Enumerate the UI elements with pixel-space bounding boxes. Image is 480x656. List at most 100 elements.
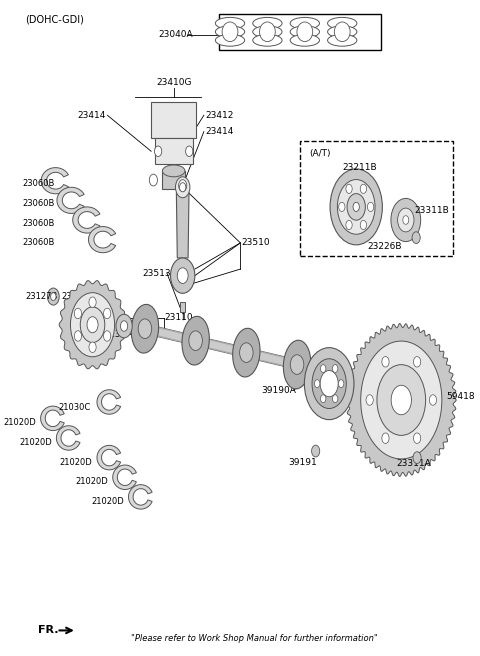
Circle shape xyxy=(320,371,338,397)
Text: 21030C: 21030C xyxy=(58,403,90,413)
Text: 59418: 59418 xyxy=(446,392,475,401)
Ellipse shape xyxy=(335,22,350,41)
Circle shape xyxy=(179,180,187,192)
Text: 21020D: 21020D xyxy=(19,438,52,447)
Text: 21020D: 21020D xyxy=(75,478,108,486)
Circle shape xyxy=(391,385,411,415)
Text: 23040A: 23040A xyxy=(158,30,192,39)
Text: 21020D: 21020D xyxy=(91,497,124,506)
Polygon shape xyxy=(176,192,189,258)
Text: 23412: 23412 xyxy=(205,111,234,120)
Circle shape xyxy=(346,184,352,194)
Circle shape xyxy=(333,365,338,373)
Ellipse shape xyxy=(290,18,320,29)
Circle shape xyxy=(50,293,56,300)
Circle shape xyxy=(412,232,420,243)
Text: 23200B: 23200B xyxy=(388,358,422,367)
Bar xyxy=(300,142,453,256)
Circle shape xyxy=(321,365,326,373)
Circle shape xyxy=(346,220,352,230)
Ellipse shape xyxy=(327,34,357,46)
Ellipse shape xyxy=(297,22,312,41)
Text: 23131: 23131 xyxy=(99,330,126,339)
Circle shape xyxy=(321,395,326,403)
Ellipse shape xyxy=(327,18,357,29)
Text: 39190A: 39190A xyxy=(262,386,297,395)
Circle shape xyxy=(186,146,193,157)
Circle shape xyxy=(360,184,367,194)
Circle shape xyxy=(155,146,162,157)
Circle shape xyxy=(170,258,195,293)
Polygon shape xyxy=(57,426,80,450)
Text: (DOHC-GDI): (DOHC-GDI) xyxy=(25,14,84,24)
Circle shape xyxy=(104,331,111,341)
Text: 23060B: 23060B xyxy=(23,180,55,188)
Text: 23513: 23513 xyxy=(142,268,171,277)
Circle shape xyxy=(80,307,105,342)
Text: 39191: 39191 xyxy=(288,458,317,466)
Polygon shape xyxy=(57,187,84,213)
Circle shape xyxy=(149,174,157,186)
Circle shape xyxy=(330,169,383,245)
Circle shape xyxy=(337,180,375,234)
Text: FR.: FR. xyxy=(38,625,59,636)
Text: 23060B: 23060B xyxy=(23,218,55,228)
Text: 23212: 23212 xyxy=(308,397,336,406)
Polygon shape xyxy=(41,168,69,194)
Ellipse shape xyxy=(253,34,282,46)
Circle shape xyxy=(240,343,253,363)
Bar xyxy=(162,171,185,189)
Text: 23110: 23110 xyxy=(165,313,193,322)
Circle shape xyxy=(138,319,152,338)
Ellipse shape xyxy=(290,26,320,37)
Circle shape xyxy=(177,268,188,283)
Circle shape xyxy=(338,380,344,388)
Circle shape xyxy=(74,331,82,341)
Circle shape xyxy=(339,202,345,211)
Polygon shape xyxy=(41,406,64,430)
Ellipse shape xyxy=(233,328,260,377)
Polygon shape xyxy=(347,323,456,476)
Ellipse shape xyxy=(216,34,245,46)
Ellipse shape xyxy=(131,304,158,353)
Polygon shape xyxy=(97,390,120,414)
Ellipse shape xyxy=(260,22,276,41)
Circle shape xyxy=(413,357,420,367)
Circle shape xyxy=(74,308,82,319)
Circle shape xyxy=(403,216,409,224)
Circle shape xyxy=(366,395,373,405)
Text: 23510: 23510 xyxy=(241,238,270,247)
Text: "Please refer to Work Shop Manual for further information": "Please refer to Work Shop Manual for fu… xyxy=(132,634,378,644)
Text: 23060B: 23060B xyxy=(23,238,55,247)
Ellipse shape xyxy=(290,34,320,46)
Circle shape xyxy=(353,202,360,211)
Circle shape xyxy=(87,317,98,333)
Circle shape xyxy=(180,182,186,192)
Text: 23311B: 23311B xyxy=(414,206,449,215)
Circle shape xyxy=(312,445,320,457)
Circle shape xyxy=(413,433,420,443)
Ellipse shape xyxy=(327,26,357,37)
Text: (A/T): (A/T) xyxy=(309,149,330,157)
Circle shape xyxy=(89,342,96,352)
Polygon shape xyxy=(88,226,116,253)
Polygon shape xyxy=(113,465,136,489)
Ellipse shape xyxy=(283,340,311,389)
Text: 23311A: 23311A xyxy=(397,459,432,468)
Text: 23127B: 23127B xyxy=(25,292,57,301)
Text: 23414: 23414 xyxy=(78,111,106,120)
Ellipse shape xyxy=(222,22,238,41)
Circle shape xyxy=(116,314,132,338)
Circle shape xyxy=(304,348,354,420)
Bar xyxy=(151,102,196,138)
Bar xyxy=(155,138,193,165)
Ellipse shape xyxy=(253,18,282,29)
Circle shape xyxy=(397,208,414,232)
Circle shape xyxy=(429,395,436,405)
Polygon shape xyxy=(73,207,100,233)
Ellipse shape xyxy=(216,18,245,29)
Bar xyxy=(180,302,185,312)
Circle shape xyxy=(290,355,304,375)
Text: 23226B: 23226B xyxy=(368,241,402,251)
Circle shape xyxy=(333,395,338,403)
